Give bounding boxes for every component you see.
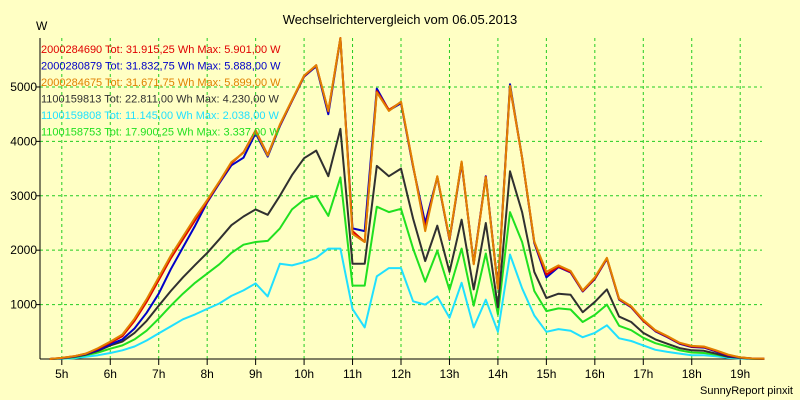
- series-lines: [49, 37, 765, 360]
- series-line-1100158753: [49, 176, 765, 360]
- x-tick-label: 5h: [55, 367, 68, 381]
- x-tick-label: 13h: [439, 367, 459, 381]
- gridlines: [40, 38, 762, 359]
- series-line-2000284675: [49, 37, 765, 360]
- legend-entry: 1100158753 Tot: 17.900,25 Wh Max: 3.337,…: [41, 127, 280, 139]
- x-tick-label: 19h: [730, 367, 750, 381]
- x-tick-label: 12h: [391, 367, 411, 381]
- x-tick-label: 8h: [200, 367, 213, 381]
- y-tick-label: 3000: [10, 189, 37, 203]
- legend-entry: 2000284690 Tot: 31.915,25 Wh Max: 5.901,…: [41, 44, 281, 56]
- x-tick-label: 9h: [249, 367, 262, 381]
- x-tick-label: 18h: [682, 367, 702, 381]
- chart-title: Wechselrichtervergleich vom 06.05.2013: [283, 12, 518, 27]
- x-tick-label: 10h: [294, 367, 314, 381]
- x-tick-label: 16h: [585, 367, 605, 381]
- plot-area: [40, 38, 762, 359]
- y-axis-unit: W: [36, 19, 48, 33]
- footer-credit: SunnyReport pinxit: [700, 385, 793, 397]
- legend-entry: 2000284675 Tot: 31.671,75 Wh Max: 5.899,…: [41, 77, 281, 89]
- x-tick-label: 15h: [536, 367, 556, 381]
- x-tick-label: 11h: [343, 367, 362, 381]
- y-tick-label: 2000: [10, 243, 37, 257]
- x-tick-label: 7h: [152, 367, 165, 381]
- legend-entry: 1100159808 Tot: 11.145,00 Wh Max: 2.038,…: [41, 110, 280, 122]
- x-tick-label: 14h: [488, 367, 508, 381]
- axes: 5h 6h 7h 8h 9h 10h 11h 12h 13h 14h 15h 16h 17h 18h 19h…: [10, 38, 762, 381]
- y-tick-label: 4000: [10, 134, 37, 148]
- series-line-1100159813: [49, 127, 765, 360]
- y-tick-label: 1000: [10, 298, 37, 312]
- x-tick-label: 6h: [104, 367, 117, 381]
- series-line-1100159808: [49, 247, 765, 360]
- legend-entry: 1100159813 Tot: 22.811,00 Wh Max: 4.230,…: [41, 94, 280, 106]
- legend-entry: 2000280879 Tot: 31.832,75 Wh Max: 5.888,…: [41, 61, 281, 73]
- y-tick-label: 5000: [10, 80, 37, 94]
- legend: 2000284690 Tot: 31.915,25 Wh Max: 5.901,…: [41, 44, 281, 139]
- x-tick-label: 17h: [633, 367, 653, 381]
